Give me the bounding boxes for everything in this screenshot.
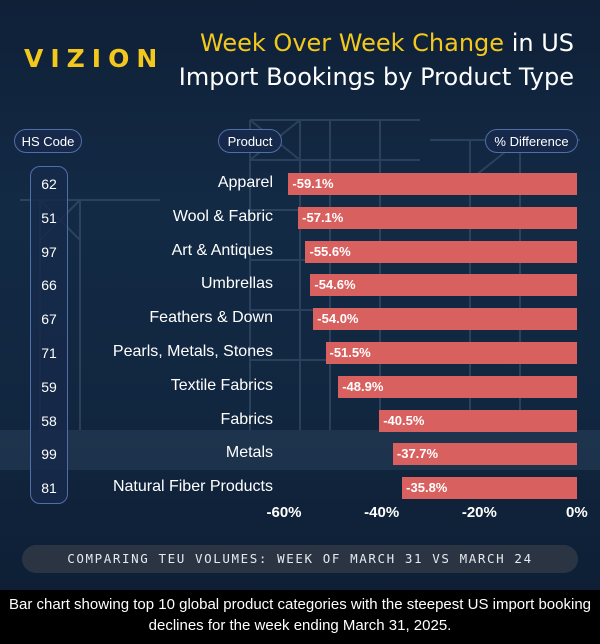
bar-value-label: -37.7% [396,446,439,462]
bar [310,274,577,297]
product-label: Feathers & Down [149,309,273,327]
hs-code-97: 97 [41,243,57,260]
bar-value-label: -40.5% [383,412,425,428]
hs-code-81: 81 [41,480,57,497]
bar-value-label: -54.0% [317,311,359,327]
product-label: Apparel [217,174,273,191]
bar [338,375,577,398]
bar [288,173,577,195]
vizion-logo: VIZION [24,44,165,73]
product-label: Textile Fabrics [170,376,273,394]
bar [305,240,577,263]
bar-value-label: -54.6% [314,277,356,293]
hs-code-66: 66 [41,277,57,294]
hs-code-62: 62 [41,176,57,192]
x-tick-label: -20% [461,504,497,521]
hs-code-71: 71 [41,345,57,361]
product-label: Pearls, Metals, Stones [112,343,273,360]
bar-value-label: -35.8% [406,480,448,496]
hs-code-99: 99 [41,446,57,463]
title-line1-rest: in US [504,29,574,57]
product-header: Product [218,129,282,153]
product-label: Umbrellas [200,275,273,293]
product-label: Wool & Fabric [172,207,273,225]
bar [298,206,577,229]
product-label: Fabrics [220,410,273,428]
bar [379,409,577,432]
bar [325,342,577,364]
chart-card: VIZION Week Over Week Change in US Impor… [0,0,600,590]
hs-code-header: HS Code [14,129,82,153]
bar-value-label: -59.1% [292,176,334,191]
bar-value-label: -55.6% [309,243,351,259]
bar [313,308,577,331]
hs-code-67: 67 [41,311,57,328]
x-tick-label: -60% [266,504,302,521]
x-tick-label: -40% [364,504,400,521]
title-line2: Import Bookings by Product Type [178,63,574,91]
image-caption: Bar chart showing top 10 global product … [9,596,591,634]
hs-code-51: 51 [41,209,57,226]
hs-code-59: 59 [41,378,57,395]
bar-value-label: -48.9% [342,378,384,394]
comparison-note: COMPARING TEU VOLUMES: WEEK OF MARCH 31 … [22,545,578,573]
difference-header: % Difference [485,129,578,153]
bar-value-label: -57.1% [302,209,344,225]
product-label: Art & Antiques [171,241,273,259]
title-highlight: Week Over Week Change [200,29,505,57]
product-label: Metals [225,444,273,462]
bar [392,443,577,466]
x-tick-label: 0% [566,504,588,521]
bar [402,477,577,500]
hs-code-58: 58 [41,412,57,429]
product-label: Natural Fiber Products [112,478,273,496]
hs-code-column [30,166,68,504]
chart-title: Week Over Week Change in US Import Booki… [179,26,574,94]
bar-value-label: -51.5% [329,345,371,360]
